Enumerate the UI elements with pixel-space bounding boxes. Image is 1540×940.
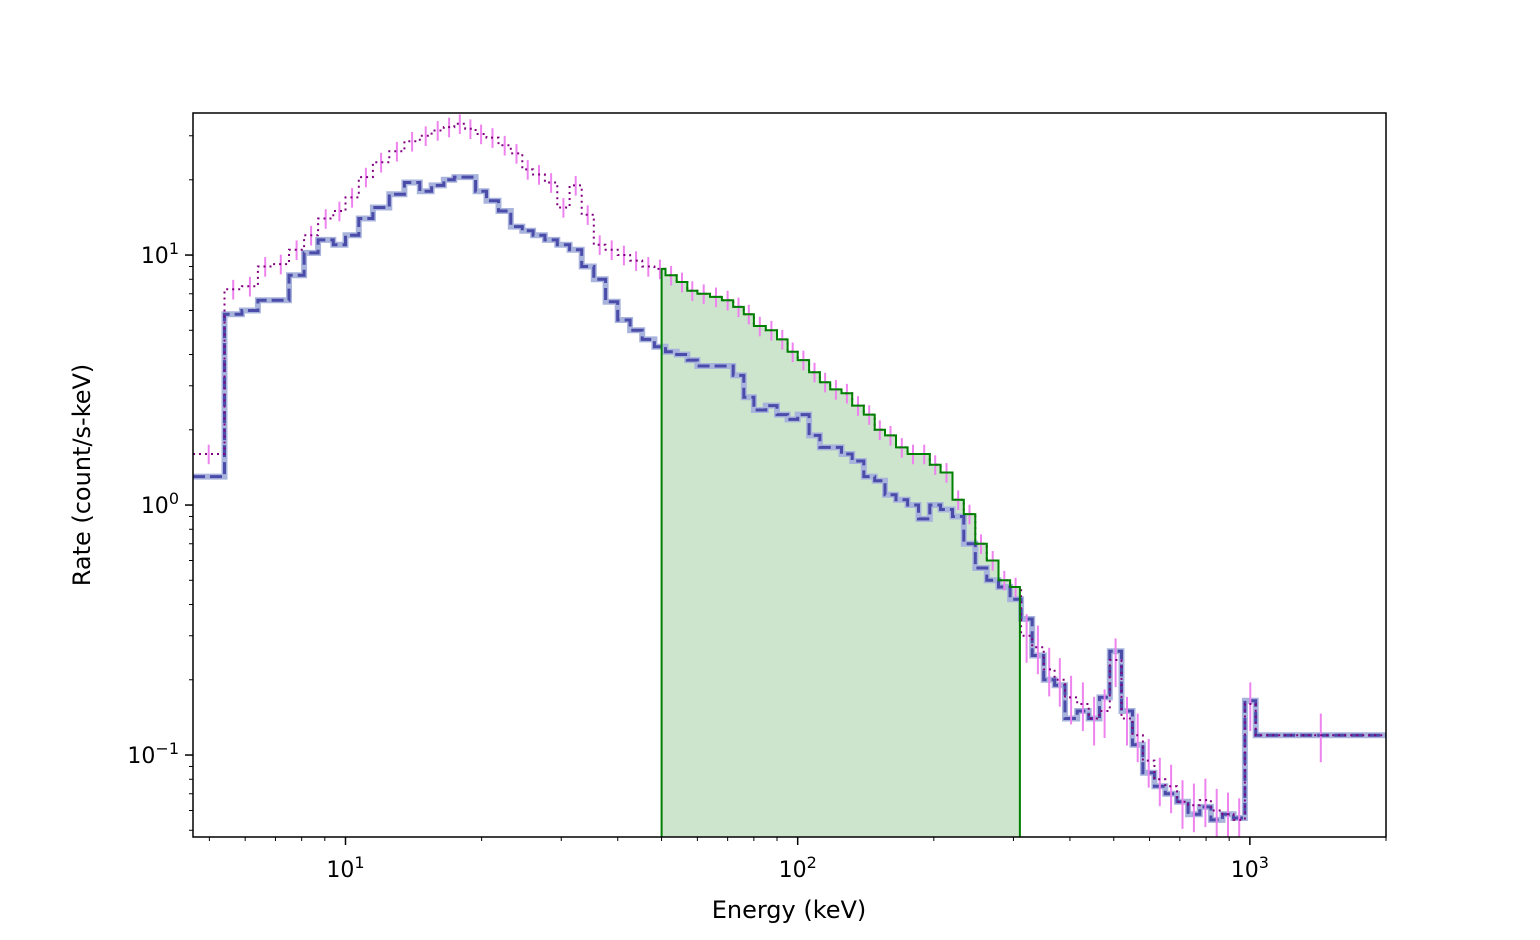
plot-area	[193, 114, 1386, 837]
background-model-line	[193, 175, 1386, 822]
y-tick-label: 101	[141, 239, 179, 269]
x-tick-label: 103	[1231, 853, 1269, 883]
y-tick-label: 100	[141, 489, 179, 519]
x-axis-label: Energy (keV)	[712, 896, 867, 924]
x-tick-label: 101	[326, 853, 364, 883]
x-tick-label: 102	[779, 853, 817, 883]
selection-outline	[660, 267, 1021, 837]
y-axis-label: Rate (count/s-keV)	[68, 364, 96, 587]
axes-ticks: 101 102 103 10−1 100 101	[127, 135, 1387, 883]
axes-frame	[192, 112, 1387, 838]
y-tick-label: 10−1	[127, 739, 179, 769]
